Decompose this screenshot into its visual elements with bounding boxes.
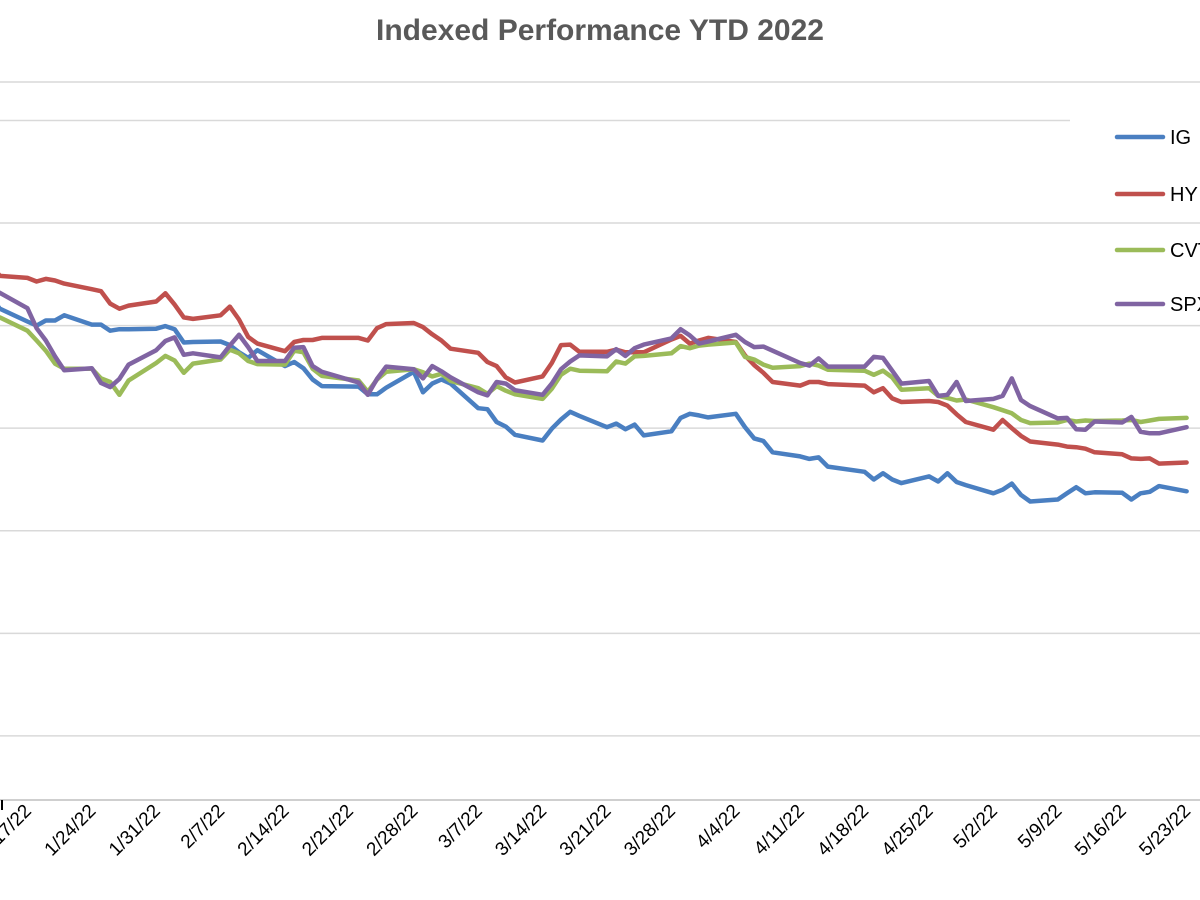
legend-label-spx: SPX xyxy=(1170,294,1200,316)
x-tick-label: 3/21/22 xyxy=(556,801,616,861)
x-tick-label: 2/28/22 xyxy=(363,801,423,861)
legend-label-hy: HY xyxy=(1170,184,1198,206)
x-tick-label: 3/7/22 xyxy=(435,801,487,853)
x-tick-label: 1/31/22 xyxy=(105,801,165,861)
x-tick-label: 1/17/22 xyxy=(0,801,36,861)
x-tick-label: 5/16/22 xyxy=(1071,801,1131,861)
series-line-ig xyxy=(0,305,1189,504)
x-tick-label: 4/11/22 xyxy=(750,801,809,860)
x-tick-label: 3/28/22 xyxy=(620,801,680,861)
chart-title: Indexed Performance YTD 2022 xyxy=(376,14,824,47)
legend-label-cvt: CVT xyxy=(1170,240,1200,262)
x-axis-ticks: 1/17/22 1/24/22 1/31/22 2/7/22 2/14/22 2/21/2… xyxy=(0,800,1195,860)
x-tick-label: 4/18/22 xyxy=(813,801,873,861)
legend: IG HY CVT SPX xyxy=(1114,127,1200,316)
series-line-spx xyxy=(0,290,1189,436)
gridlines xyxy=(0,81,1200,801)
x-tick-label: 2/21/22 xyxy=(298,801,358,861)
x-tick-label: 2/14/22 xyxy=(234,801,294,861)
series-lines xyxy=(0,272,1189,504)
legend-label-ig: IG xyxy=(1170,127,1191,149)
x-tick-label: 5/2/22 xyxy=(950,801,1002,853)
x-tick-label: 2/7/22 xyxy=(177,801,229,853)
x-tick-label: 1/24/22 xyxy=(41,801,101,861)
series-line-hy xyxy=(0,272,1189,466)
x-tick-label: 4/25/22 xyxy=(878,801,938,861)
x-tick-label: 5/9/22 xyxy=(1014,801,1066,853)
series-line-cvt xyxy=(0,315,1189,426)
x-tick-label: 4/4/22 xyxy=(692,801,744,853)
x-tick-label: 3/14/22 xyxy=(491,801,551,861)
x-tick-label: 5/23/22 xyxy=(1135,801,1195,861)
